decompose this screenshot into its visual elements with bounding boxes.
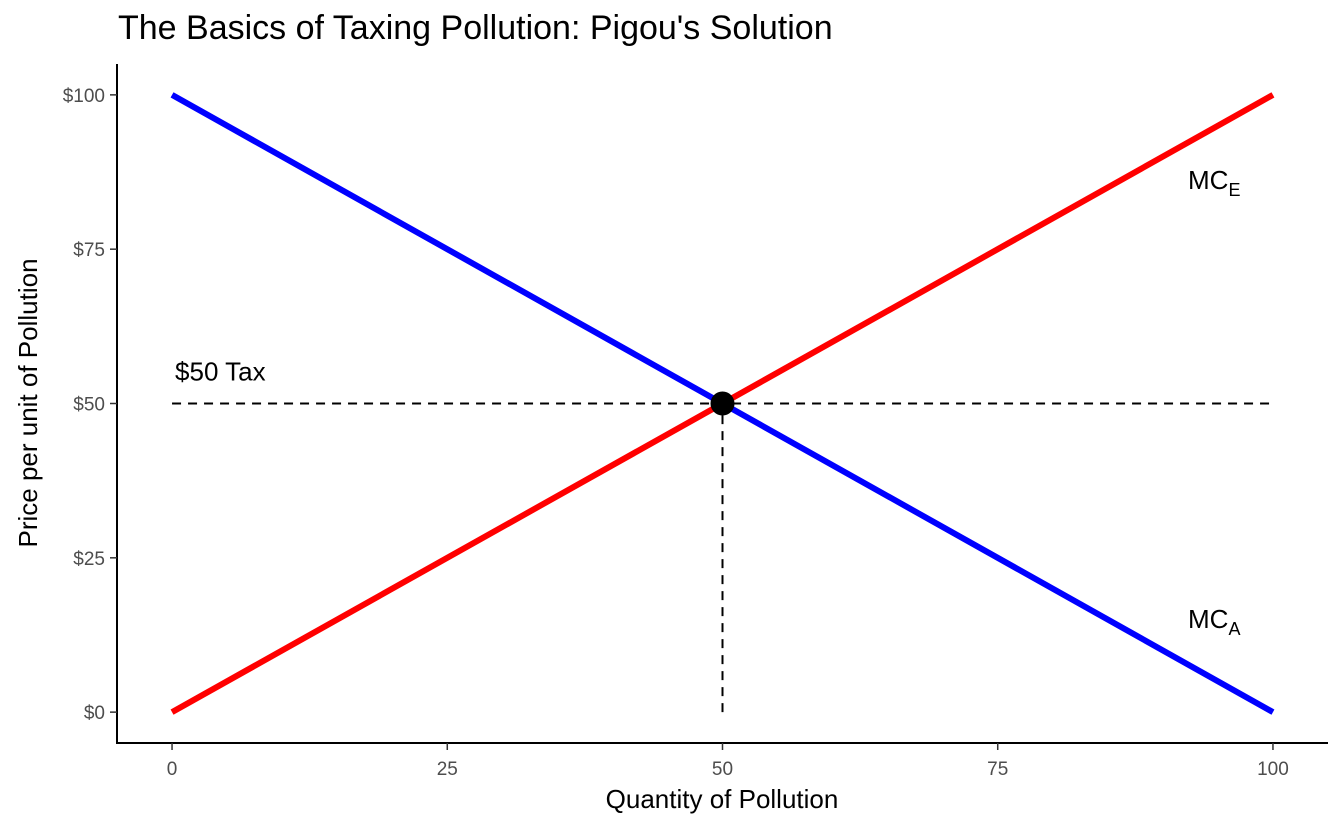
x-tick-label: 25	[437, 759, 458, 780]
series-label-mc-a: MCA	[1188, 604, 1240, 639]
y-axis-title: Price per unit of Pollution	[13, 258, 43, 547]
x-tick-label: 0	[167, 759, 178, 780]
series-label-mc-e: MCE	[1188, 165, 1240, 200]
x-axis-title: Quantity of Pollution	[606, 784, 839, 814]
y-tick-label: $25	[73, 549, 105, 570]
y-tick-label: $50	[73, 395, 105, 416]
y-tick-label: $100	[63, 86, 105, 107]
chart-title: The Basics of Taxing Pollution: Pigou's …	[118, 9, 833, 47]
y-tick-label: $75	[73, 240, 105, 261]
x-tick-label: 100	[1257, 759, 1289, 780]
plot-area: 0 25 50 75 100 $0 $25 $50 $75 $100 MCA MCE $50 Tax	[63, 64, 1328, 780]
y-tick-label: $0	[84, 703, 105, 724]
equilibrium-point	[710, 391, 735, 416]
x-tick-label: 50	[712, 759, 733, 780]
x-tick-label: 75	[987, 759, 1008, 780]
tax-annotation: $50 Tax	[175, 357, 266, 387]
